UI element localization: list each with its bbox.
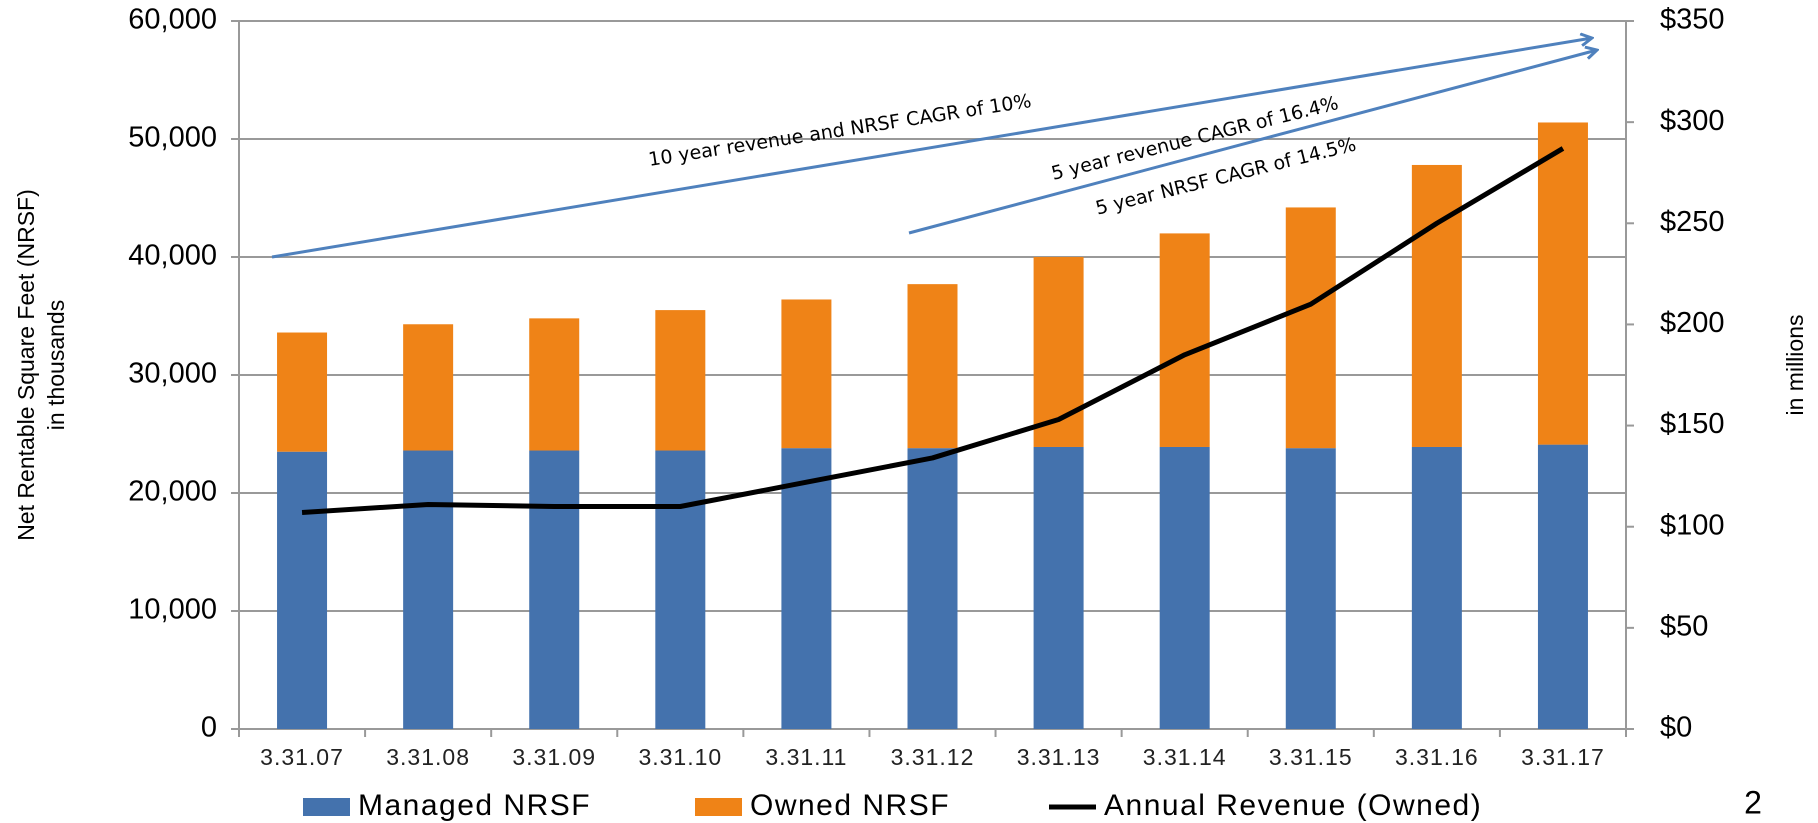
y-tick-label: 30,000 (128, 358, 217, 390)
bar (1411, 446, 1462, 729)
plot: 0 10,000 20,000 30,000 40,000 50,000 60,000 $0 $… (128, 4, 1724, 822)
legend-swatch (303, 798, 350, 816)
y-tick-label: 0 (201, 712, 217, 744)
y-tick-label: 40,000 (128, 240, 217, 272)
legend-label: Annual Revenue (Owned) (1104, 789, 1482, 822)
y-tick-label: 20,000 (128, 476, 217, 508)
y-tick-label: 10,000 (128, 594, 217, 626)
y-tick-label: 60,000 (128, 4, 217, 36)
x-tick-label: 3.31.10 (638, 744, 722, 770)
y2-tick-label: $350 (1660, 4, 1725, 36)
x-tick-label: 3.31.14 (1143, 744, 1227, 770)
y-axis-label: Net Rentable Square Feet (NRSF) (13, 189, 39, 541)
y2-tick-label: $150 (1660, 408, 1725, 440)
y-axis-label: in thousands (43, 300, 69, 430)
bar (529, 318, 580, 451)
x-tick-label: 3.31.17 (1521, 744, 1605, 770)
y2-tick-label: $300 (1660, 105, 1725, 137)
bar (1411, 164, 1462, 447)
bar (655, 310, 706, 451)
x-tick-label: 3.31.09 (512, 744, 596, 770)
y2-axis-label: in millions (1782, 315, 1808, 416)
bar (781, 299, 832, 449)
bar (529, 450, 580, 729)
bar (1285, 448, 1336, 729)
arrow (271, 38, 1592, 259)
y2-tick-label: $200 (1660, 307, 1725, 339)
x-tick-label: 3.31.13 (1017, 744, 1101, 770)
bar (277, 332, 328, 452)
y2-tick-label: $50 (1660, 611, 1708, 643)
bar (403, 450, 454, 729)
x-tick-label: 3.31.11 (765, 744, 847, 770)
x-tick-label: 3.31.12 (891, 744, 975, 770)
x-tick-label: 3.31.08 (386, 744, 470, 770)
bar (1159, 233, 1210, 447)
bar (655, 450, 706, 729)
bar (1033, 257, 1084, 447)
legend-label: Owned NRSF (750, 789, 950, 822)
y-tick-label: 50,000 (128, 122, 217, 154)
page-number: 2 (1744, 784, 1762, 820)
y2-tick-label: $0 (1660, 712, 1692, 744)
bar (1537, 444, 1588, 729)
bar (277, 451, 328, 729)
bar (1537, 122, 1588, 445)
annotations: 10 year revenue and NRSF CAGR of 10% 5 y… (271, 38, 1597, 259)
x-tick-label: 3.31.15 (1269, 744, 1353, 770)
bar (907, 448, 958, 729)
bar (1285, 207, 1336, 449)
arrow (908, 50, 1597, 235)
y2-tick-label: $100 (1660, 509, 1725, 541)
x-tick-label: 3.31.16 (1395, 744, 1479, 770)
line (301, 146, 1565, 516)
bar (781, 448, 832, 729)
bar (1159, 446, 1210, 729)
legend-label: Managed NRSF (358, 789, 591, 822)
annotation: 10 year revenue and NRSF CAGR of 10% (647, 90, 1033, 171)
x-tick-label: 3.31.07 (260, 744, 344, 770)
bar (403, 324, 454, 451)
bar (907, 284, 958, 449)
y2-tick-label: $250 (1660, 206, 1725, 238)
legend-swatch (695, 798, 742, 816)
bar (1033, 446, 1084, 729)
